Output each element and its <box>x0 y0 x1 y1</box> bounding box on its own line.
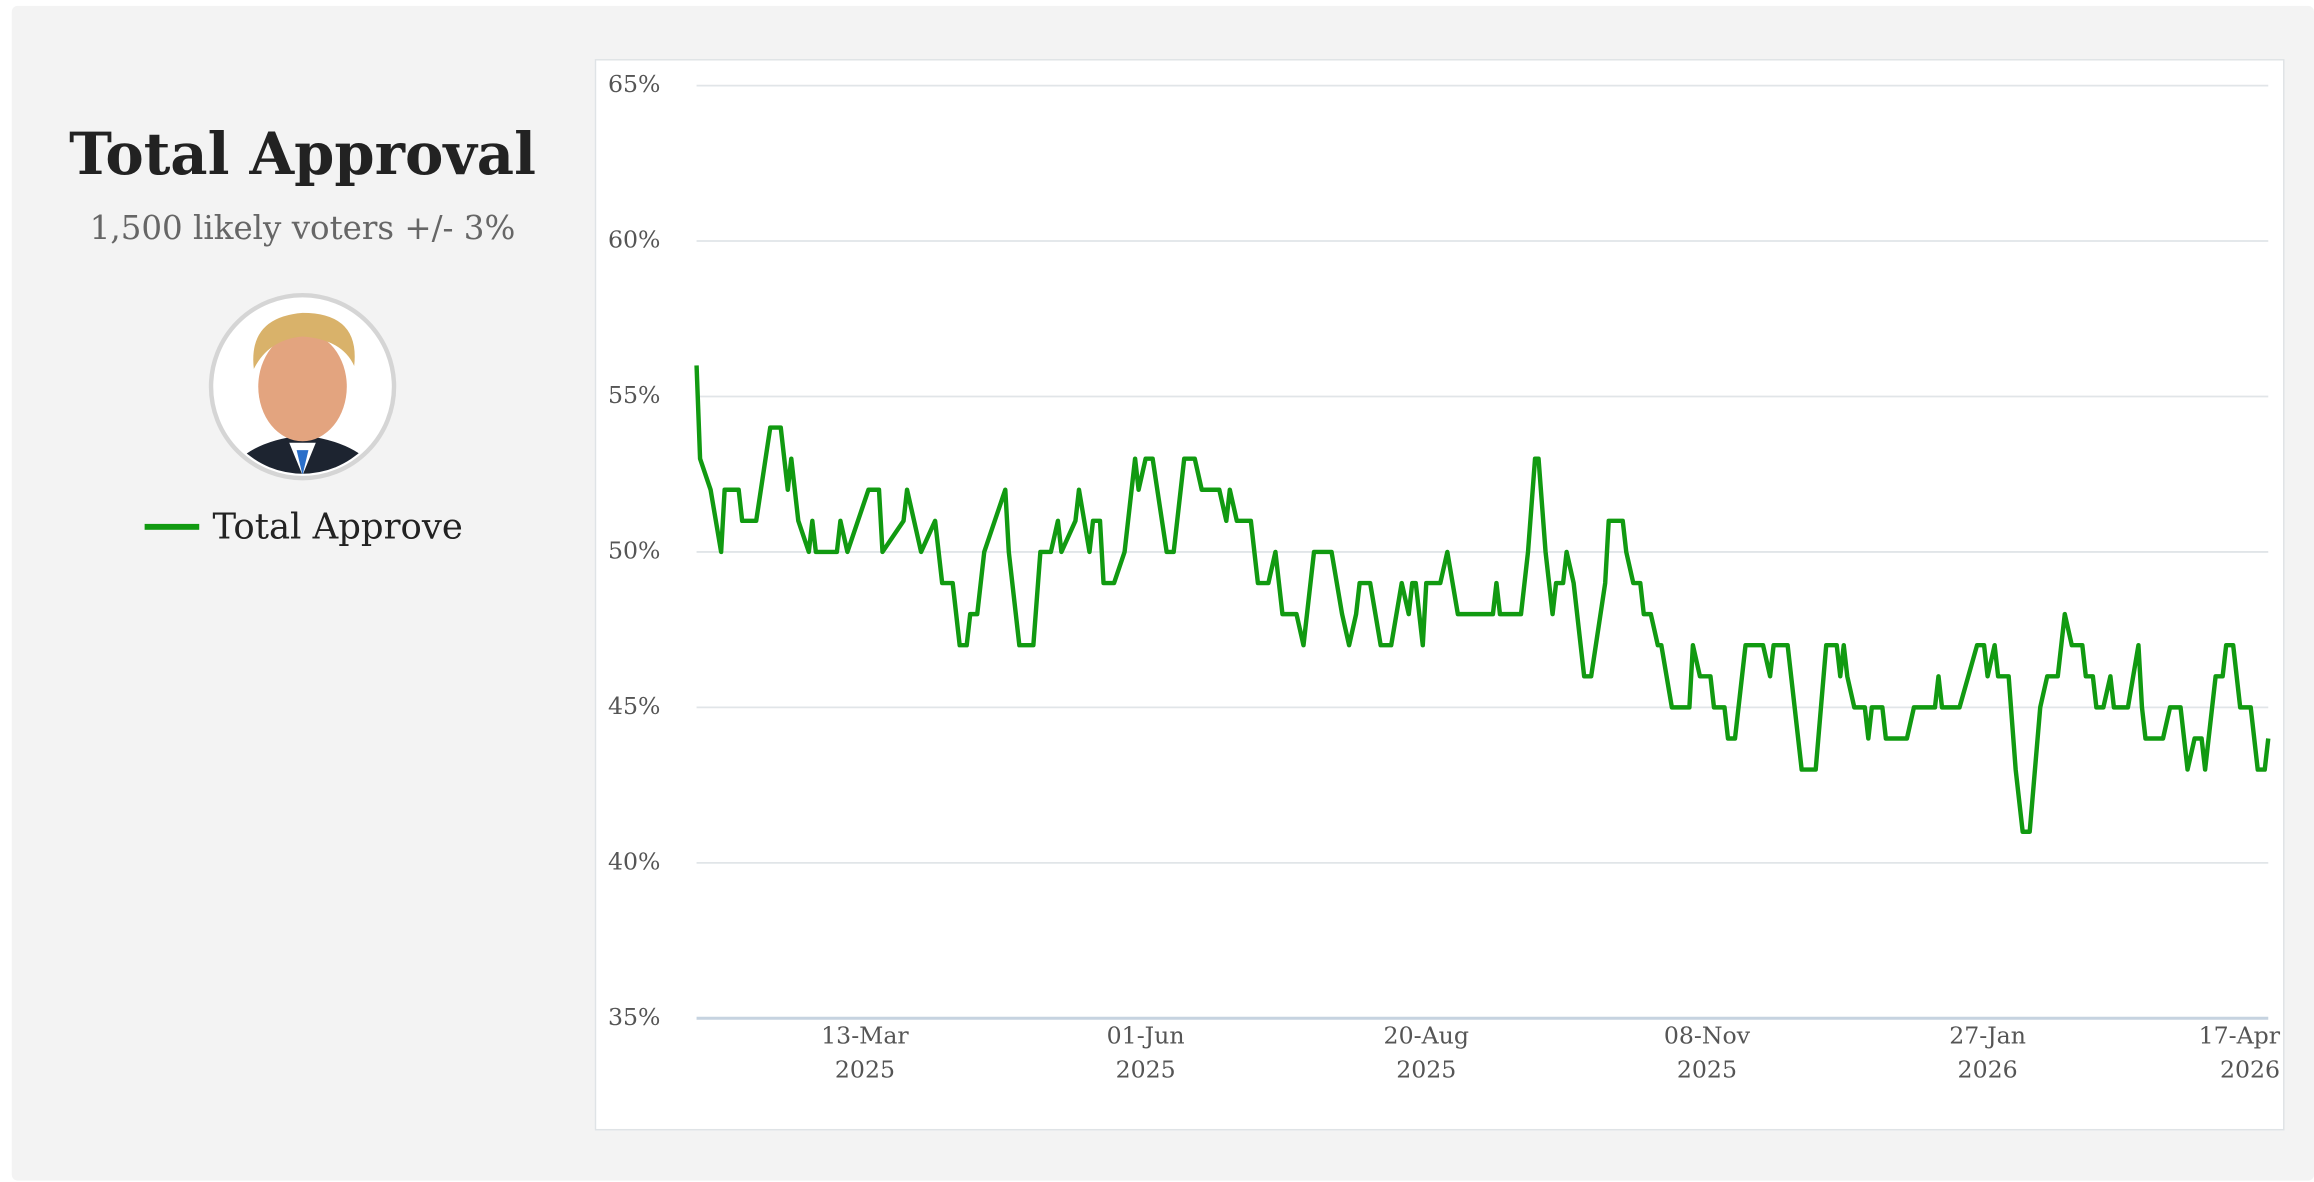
y-tick-label: 35% <box>608 1003 660 1031</box>
x-tick-label: 13-Mar 2025 <box>821 1021 909 1084</box>
y-tick-label: 60% <box>608 226 660 254</box>
plot-area <box>594 59 2285 1131</box>
legend-swatch <box>144 523 200 530</box>
y-tick-label: 65% <box>608 70 660 98</box>
data-line <box>694 365 2271 834</box>
legend-label: Total Approve <box>212 506 463 548</box>
portrait <box>208 292 397 481</box>
x-tick-label: 17-Apr 2026 <box>2198 1021 2281 1084</box>
y-tick-label: 55% <box>608 381 660 409</box>
legend: Total Approve <box>144 506 463 548</box>
x-tick-label: 08-Nov 2025 <box>1663 1021 1751 1084</box>
chart-subtitle: 1,500 likely voters +/- 3% <box>89 211 516 248</box>
y-tick-label: 50% <box>608 536 660 564</box>
y-tick-label: 45% <box>608 692 660 720</box>
chart-title: Total Approval <box>69 121 536 189</box>
x-tick-label: 27-Jan 2026 <box>1949 1021 2026 1084</box>
x-tick-label: 20-Aug 2025 <box>1383 1021 1469 1084</box>
x-tick-label: 01-Jun 2025 <box>1106 1021 1185 1084</box>
y-tick-label: 40% <box>608 847 660 875</box>
